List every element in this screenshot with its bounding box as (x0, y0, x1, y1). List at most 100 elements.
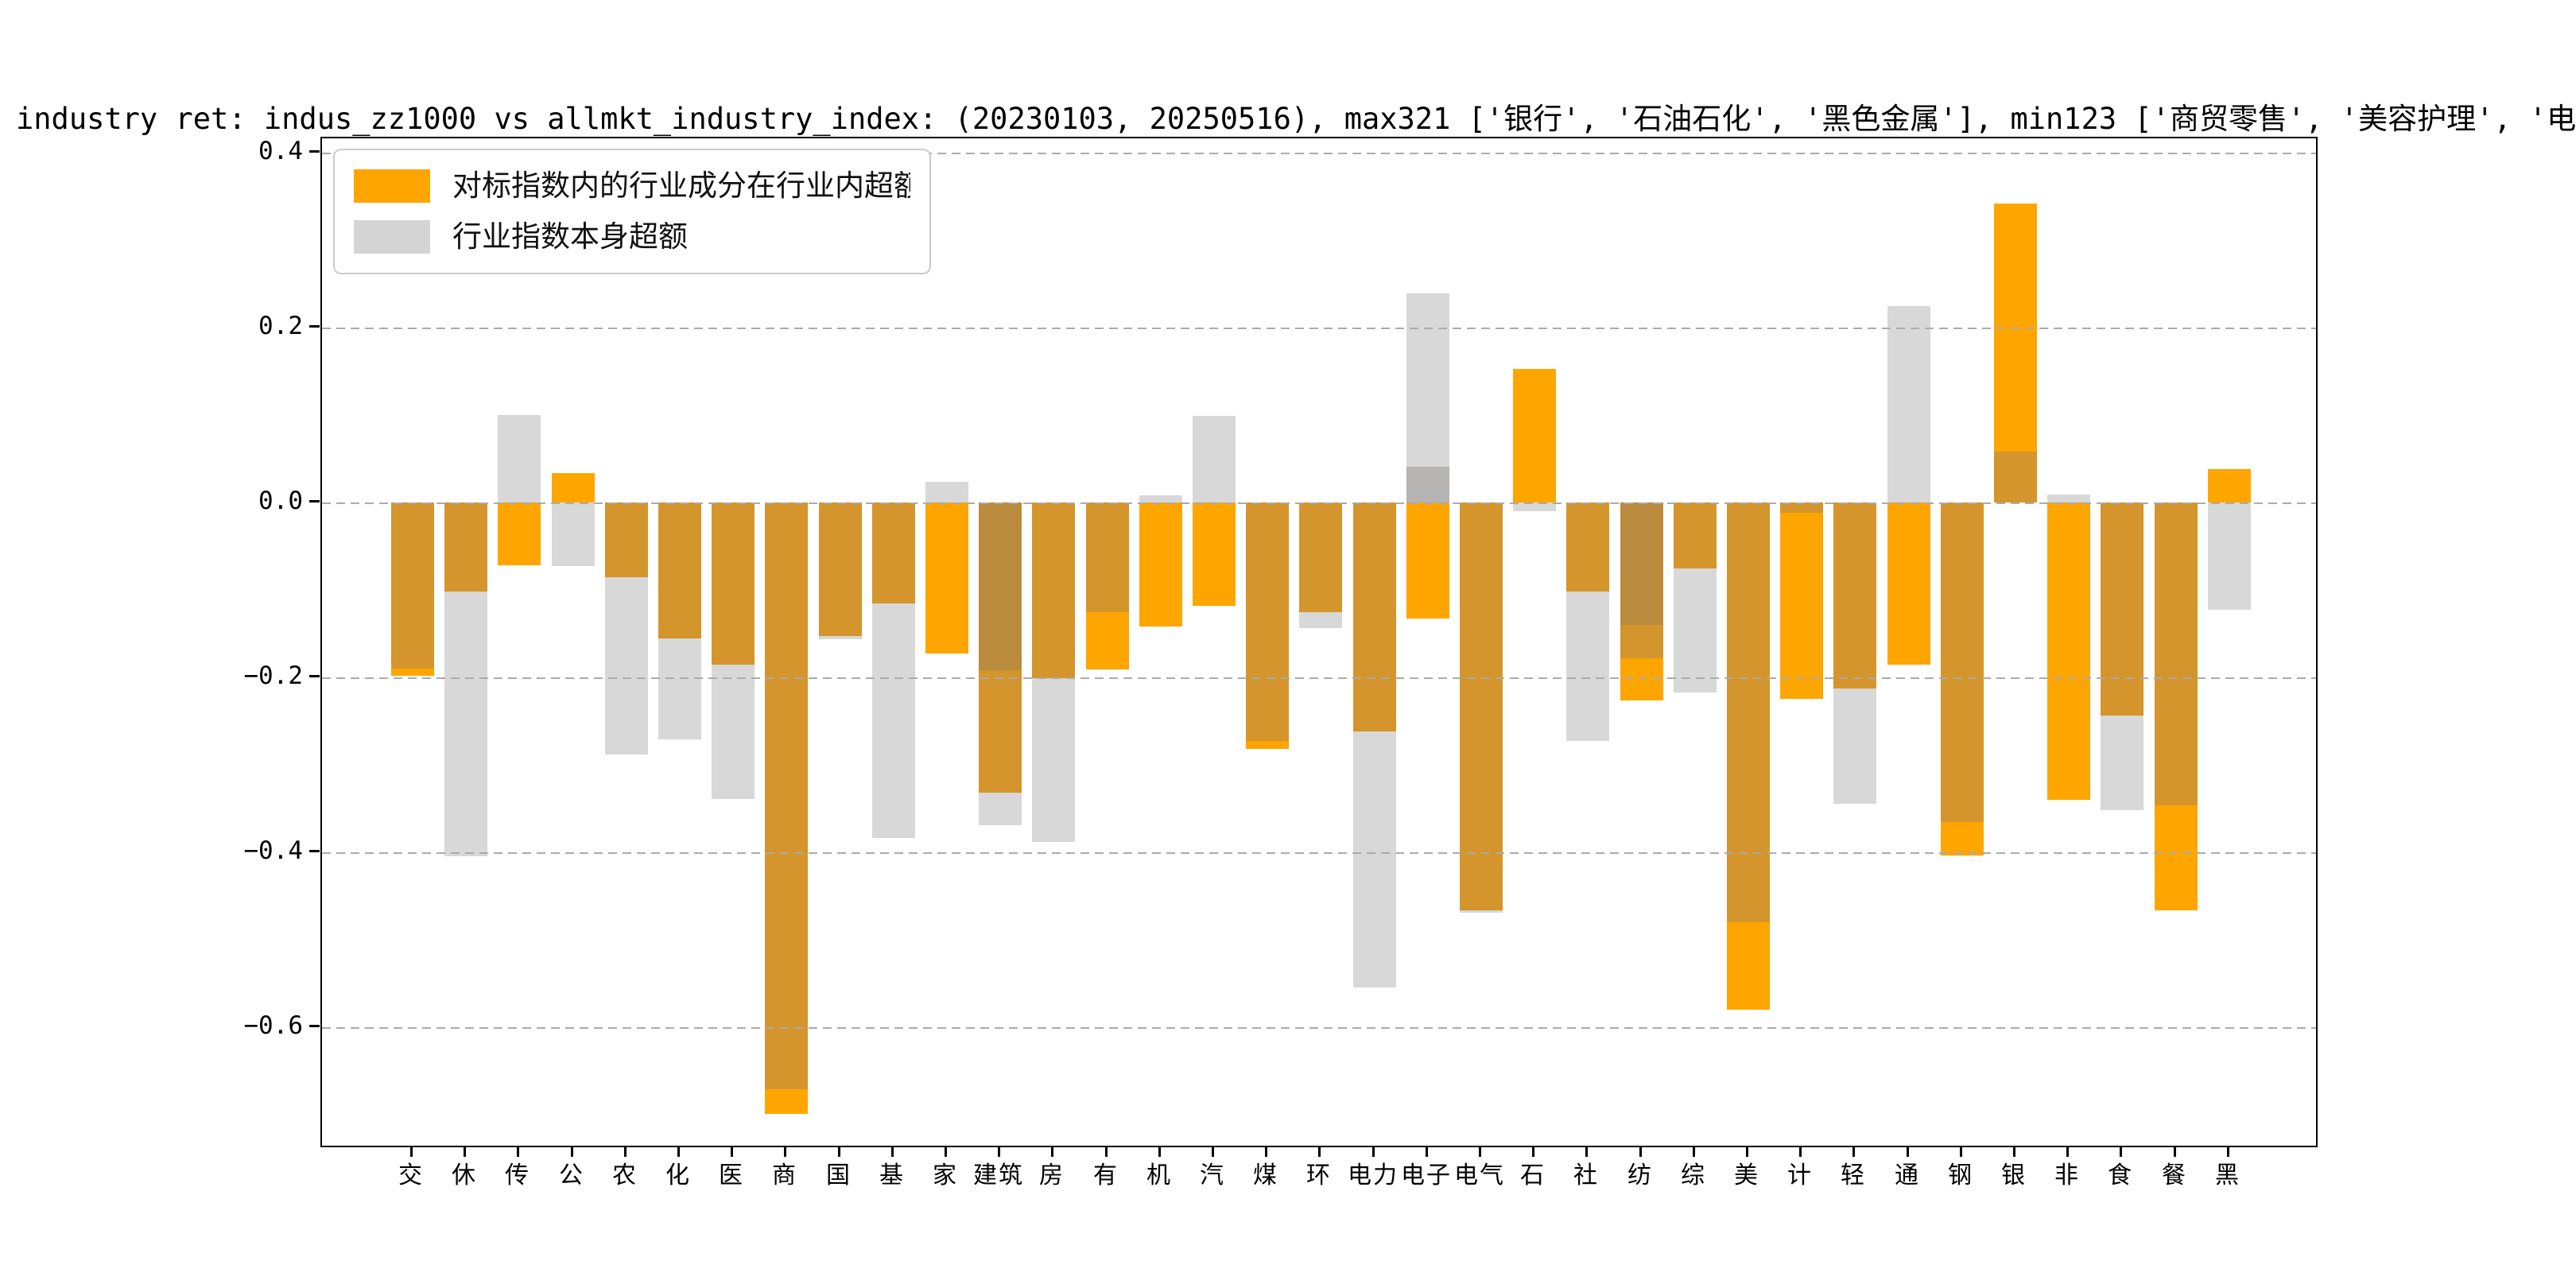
bar-segment (2208, 469, 2251, 502)
bar-segment (1246, 741, 1289, 749)
x-tick (1585, 1147, 1588, 1157)
x-tick (410, 1147, 413, 1157)
bar-segment (979, 793, 1022, 825)
x-tick-label: 电子 (1401, 1162, 1452, 1189)
x-tick (1158, 1147, 1161, 1157)
legend-swatch-orange (354, 169, 430, 203)
y-tick (309, 150, 320, 153)
bar-segment (765, 1089, 808, 1114)
bar-segment (1246, 502, 1289, 741)
x-tick-label: 美 (1734, 1162, 1759, 1189)
bar-segment (2101, 502, 2143, 716)
x-tick-label: 交 (398, 1162, 424, 1189)
y-tick-label: 0.0 (258, 487, 303, 515)
x-tick-label: 公 (559, 1162, 584, 1189)
x-tick-label: 家 (933, 1162, 958, 1189)
x-tick-label: 有 (1093, 1162, 1119, 1189)
bar-segment (819, 636, 862, 639)
bar-segment (1887, 502, 1930, 665)
x-tick-label: 银 (2001, 1162, 2027, 1189)
bar-segment (1353, 502, 1396, 731)
bar-segment (2047, 502, 2090, 800)
x-tick-label: 食 (2108, 1162, 2133, 1189)
y-tick (309, 500, 320, 502)
gridline (322, 677, 2316, 679)
bar-segment (498, 502, 541, 565)
y-tick-label: −0.4 (243, 836, 303, 865)
x-tick (677, 1147, 680, 1157)
bar-segment (1139, 495, 1182, 502)
bar-segment (765, 502, 808, 1089)
x-tick-label: 商 (772, 1162, 797, 1189)
x-tick-label: 国 (826, 1162, 852, 1189)
legend-item-label: 对标指数内的行业成分在行业内超额 (452, 169, 910, 203)
x-tick-label: 综 (1681, 1162, 1706, 1189)
bar-segment (712, 502, 755, 665)
x-tick (1051, 1147, 1053, 1157)
x-tick-label: 电气 (1454, 1162, 1505, 1189)
x-tick (1212, 1147, 1214, 1157)
plot-area (320, 137, 2318, 1147)
bar-segment (498, 415, 541, 502)
x-tick-label: 社 (1573, 1162, 1599, 1189)
x-tick-label: 煤 (1253, 1162, 1278, 1189)
x-tick (1746, 1147, 1748, 1157)
bar-segment (1353, 731, 1396, 987)
bar-segment (2155, 502, 2198, 805)
x-tick (945, 1147, 947, 1157)
bar-segment (1620, 658, 1663, 700)
x-tick (891, 1147, 894, 1157)
x-tick-label: 医 (719, 1162, 744, 1189)
y-tick-label: 0.4 (258, 137, 303, 165)
bar-segment (1406, 502, 1449, 619)
bar-segment (605, 502, 648, 577)
x-tick (464, 1147, 466, 1157)
y-tick (309, 325, 320, 328)
bar-segment (1727, 502, 1770, 922)
bar-segment (925, 482, 968, 502)
x-tick-label: 汽 (1200, 1162, 1225, 1189)
bar-segment (1513, 369, 1556, 502)
x-tick (1372, 1147, 1375, 1157)
x-tick-label: 非 (2054, 1162, 2080, 1189)
x-tick (1960, 1147, 1962, 1157)
bar-segment (391, 502, 434, 669)
gridline (322, 502, 2316, 504)
gridline (322, 1027, 2316, 1029)
x-tick-label: 休 (452, 1162, 477, 1189)
bar-segment (1780, 513, 1823, 699)
x-tick-label: 传 (505, 1162, 530, 1189)
x-tick-label: 石 (1520, 1162, 1546, 1189)
x-tick (2174, 1147, 2176, 1157)
x-tick-label: 钢 (1948, 1162, 1973, 1189)
y-tick-label: 0.2 (258, 312, 303, 340)
x-tick-label: 餐 (2162, 1162, 2187, 1189)
x-tick (1105, 1147, 1108, 1157)
bar-segment (1620, 502, 1663, 625)
x-tick (1799, 1147, 1802, 1157)
x-tick (1426, 1147, 1428, 1157)
x-tick-label: 基 (879, 1162, 905, 1189)
bar-segment (1460, 910, 1503, 913)
bar-segment (979, 670, 1022, 793)
bar-segment (658, 638, 701, 739)
x-tick-label: 轻 (1841, 1162, 1866, 1189)
bar-segment (391, 669, 434, 676)
bar-segment (605, 577, 648, 755)
x-tick-label: 电力 (1348, 1162, 1399, 1189)
bar-segment (2101, 716, 2143, 810)
legend-item: 行业指数本身超额 (354, 220, 910, 254)
legend-item-label: 行业指数本身超额 (452, 220, 688, 254)
bar-segment (444, 502, 487, 592)
bar-segment (1994, 452, 2037, 502)
legend-item: 对标指数内的行业成分在行业内超额 (354, 169, 910, 203)
bar-segment (1513, 502, 1556, 511)
bar-segment (872, 502, 915, 603)
gridline (322, 153, 2316, 154)
x-tick (571, 1147, 573, 1157)
x-tick (784, 1147, 786, 1157)
x-tick (731, 1147, 733, 1157)
x-tick-label: 计 (1787, 1162, 1813, 1189)
legend-swatch-gray (354, 220, 430, 254)
bar-segment (1674, 502, 1717, 568)
